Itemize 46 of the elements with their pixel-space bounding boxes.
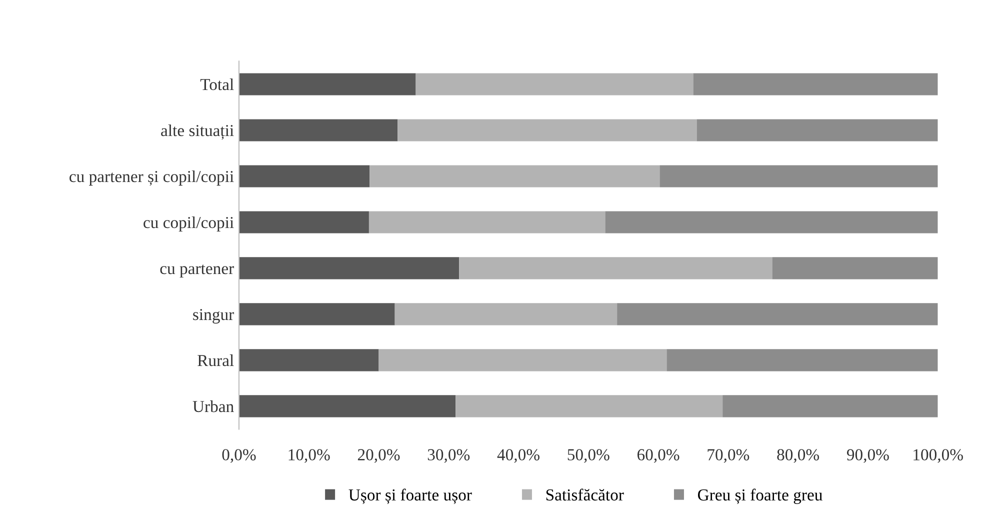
- bar: [378, 349, 667, 372]
- bar: [617, 303, 938, 326]
- bar: [772, 257, 938, 280]
- y-tick-label: Urban: [192, 400, 234, 412]
- x-tick-label: 50,0%: [568, 449, 610, 463]
- bar: [605, 211, 938, 234]
- bar: [238, 303, 395, 326]
- bar: [696, 119, 938, 142]
- x-tick-label: 0,0%: [222, 449, 256, 463]
- x-tick-label: 40,0%: [497, 449, 540, 463]
- bar: [370, 165, 660, 188]
- bar: [394, 303, 618, 326]
- bar: [238, 73, 416, 96]
- y-tick-label: singur: [193, 308, 234, 324]
- x-tick-label: 70,0%: [708, 449, 750, 463]
- bar: [368, 211, 606, 234]
- bar: [238, 395, 456, 418]
- y-tick-label: cu copil/copii: [144, 216, 234, 232]
- bar: [722, 395, 938, 418]
- y-tick-label: cu partener și copil/copii: [70, 170, 234, 186]
- y-tick-label: Rural: [198, 354, 234, 366]
- bar: [416, 73, 694, 96]
- bar: [666, 349, 938, 372]
- y-tick-label: cu partener: [160, 264, 234, 278]
- bar: [660, 165, 938, 188]
- y-tick-label: Total: [200, 78, 234, 90]
- legend-label: Ușor și foarte ușor: [348, 488, 472, 504]
- bar: [238, 165, 370, 188]
- bar: [459, 257, 772, 280]
- bar: [238, 257, 460, 280]
- bar: [238, 119, 398, 142]
- y-tick-label: alte situații: [161, 124, 234, 140]
- x-tick-label: 80,0%: [777, 449, 820, 463]
- x-tick-label: 20,0%: [358, 449, 400, 463]
- x-tick-label: 100,0%: [914, 449, 963, 463]
- x-tick-label: 90,0%: [846, 449, 889, 463]
- bar: [238, 349, 379, 372]
- bar: [693, 73, 938, 96]
- legend-label: Satisfăcător: [546, 488, 624, 501]
- x-tick-label: 60,0%: [637, 449, 680, 463]
- bar: [398, 119, 697, 142]
- bar: [456, 395, 723, 418]
- x-tick-label: 10,0%: [288, 449, 330, 463]
- x-tick-label: 30,0%: [428, 449, 470, 463]
- bar: [238, 211, 369, 234]
- legend-label: Greu și foarte greu: [698, 488, 822, 504]
